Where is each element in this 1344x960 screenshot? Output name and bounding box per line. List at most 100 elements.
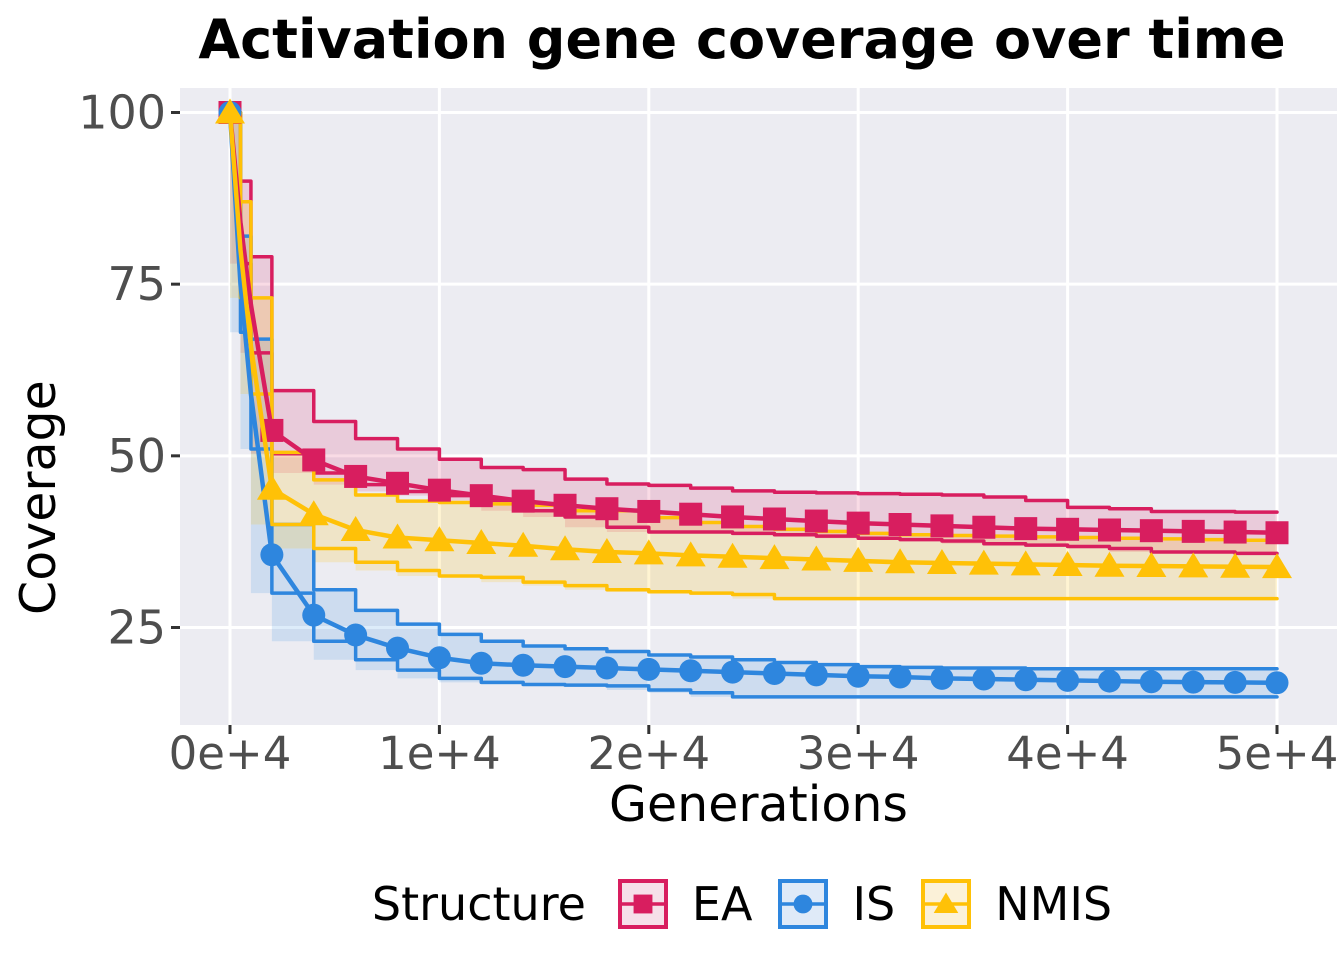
legend-title: Structure xyxy=(371,877,586,931)
series-ea-marker xyxy=(511,489,535,513)
chart-title: Activation gene coverage over time xyxy=(198,8,1286,71)
series-ea-marker xyxy=(344,464,368,488)
series-is-marker xyxy=(1139,670,1163,694)
legend-key-marker xyxy=(933,892,959,914)
series-ea-marker xyxy=(637,499,661,523)
series-nmis-marker xyxy=(633,539,664,565)
series-ea-marker xyxy=(386,471,410,495)
series-ea-marker xyxy=(1014,517,1038,541)
x-tick-label: 0e+4 xyxy=(169,727,292,780)
legend-entry-nmis: NMIS xyxy=(921,877,1112,931)
series-nmis-marker xyxy=(215,98,245,124)
x-tick-label: 1e+4 xyxy=(378,727,501,780)
series-nmis-marker xyxy=(801,545,832,571)
series-nmis-marker xyxy=(843,546,874,572)
series-nmis-marker xyxy=(1010,550,1041,576)
series-ea-marker xyxy=(1181,519,1205,543)
series-nmis-marker xyxy=(926,548,957,574)
series-nmis-marker xyxy=(1136,552,1167,578)
series-is-marker xyxy=(1223,670,1247,694)
series-is-marker xyxy=(1014,668,1038,692)
series-is-marker xyxy=(972,667,996,691)
legend-key-glyph xyxy=(782,894,825,914)
series-is-marker xyxy=(260,543,284,567)
series-is-marker xyxy=(302,603,326,627)
y-tick-label: 75 xyxy=(107,257,166,311)
series-ea-marker xyxy=(972,515,996,539)
y-tick-label: 25 xyxy=(107,601,166,655)
series-ea-marker xyxy=(302,448,326,472)
series-ea-ribbon-upper-edge xyxy=(228,110,1279,514)
series-ea-marker xyxy=(804,509,828,533)
series-is-marker xyxy=(344,623,368,647)
series-ea-marker xyxy=(762,507,786,531)
series-is-marker xyxy=(679,659,703,683)
series-is-ribbon xyxy=(230,112,1277,697)
legend-key-marker xyxy=(794,894,813,914)
series-ea-ribbon-lower-edge xyxy=(228,110,1279,556)
legend-key-circle-icon xyxy=(778,879,829,929)
legend-key-triangle-icon xyxy=(921,879,972,929)
series-nmis-marker xyxy=(298,500,329,526)
legend-key-square-icon xyxy=(617,879,668,929)
series-is-marker xyxy=(930,666,954,690)
series-ea-marker xyxy=(595,497,619,521)
series-nmis-marker xyxy=(550,535,581,561)
series-ea-line xyxy=(227,110,1280,535)
x-tick-label: 4e+4 xyxy=(1006,727,1129,780)
series-is-marker xyxy=(595,656,619,680)
series-is-marker xyxy=(721,660,745,684)
series-is-marker xyxy=(1265,671,1289,695)
series-is-marker xyxy=(846,664,870,688)
series-nmis-marker xyxy=(1178,552,1209,578)
series-is-marker xyxy=(888,665,912,689)
legend: Structure EA IS NMIS xyxy=(140,862,1344,946)
series-nmis-line xyxy=(227,110,1280,570)
series-nmis-marker xyxy=(759,544,790,570)
series-is-marker xyxy=(427,646,451,670)
legend-label-nmis: NMIS xyxy=(995,877,1113,931)
x-tick-label: 3e+4 xyxy=(797,727,920,780)
legend-key-glyph xyxy=(621,894,664,914)
series-nmis-marker xyxy=(1052,551,1083,577)
series-ea-marker xyxy=(1265,521,1289,545)
series-is-ribbon-lower-edge xyxy=(228,110,1279,699)
series-nmis-marker xyxy=(382,523,413,549)
series-is-marker xyxy=(762,662,786,686)
legend-label-is: IS xyxy=(852,877,896,931)
series-is-marker xyxy=(1181,670,1205,694)
legend-key-marker xyxy=(633,894,653,914)
series-nmis-marker xyxy=(1262,553,1292,579)
series-is-marker xyxy=(469,651,493,675)
series-ea-marker xyxy=(846,511,870,535)
series-ea-marker xyxy=(427,478,451,502)
legend-label-ea: EA xyxy=(691,877,753,931)
series-nmis-marker xyxy=(717,542,748,568)
series-is-marker xyxy=(386,636,410,660)
series-nmis-marker xyxy=(466,529,497,555)
series-is-line xyxy=(227,110,1280,686)
series-nmis-marker xyxy=(508,531,539,557)
x-tick-label: 5e+4 xyxy=(1216,727,1339,780)
series-nmis-marker xyxy=(591,537,622,563)
legend-entry-ea: EA xyxy=(617,877,753,931)
y-tick-label: 100 xyxy=(78,86,166,140)
series-is-marker xyxy=(637,657,661,681)
series-nmis-marker xyxy=(968,549,999,575)
series-nmis-marker xyxy=(340,515,371,541)
series-nmis-marker xyxy=(1220,552,1251,578)
legend-key-glyph xyxy=(925,892,968,914)
series-ea-marker xyxy=(1223,520,1247,544)
series-nmis-marker xyxy=(1094,551,1125,577)
series-is-marker xyxy=(804,663,828,687)
series-nmis-marker xyxy=(885,548,916,574)
y-axis-title: Coverage xyxy=(10,380,67,615)
series-is-ribbon-upper-edge xyxy=(228,110,1279,671)
series-ea-marker xyxy=(469,484,493,508)
legend-entry-is: IS xyxy=(778,877,895,931)
series-ea-marker xyxy=(1139,519,1163,543)
x-tick-label: 2e+4 xyxy=(587,727,710,780)
series-ea-marker xyxy=(930,514,954,538)
